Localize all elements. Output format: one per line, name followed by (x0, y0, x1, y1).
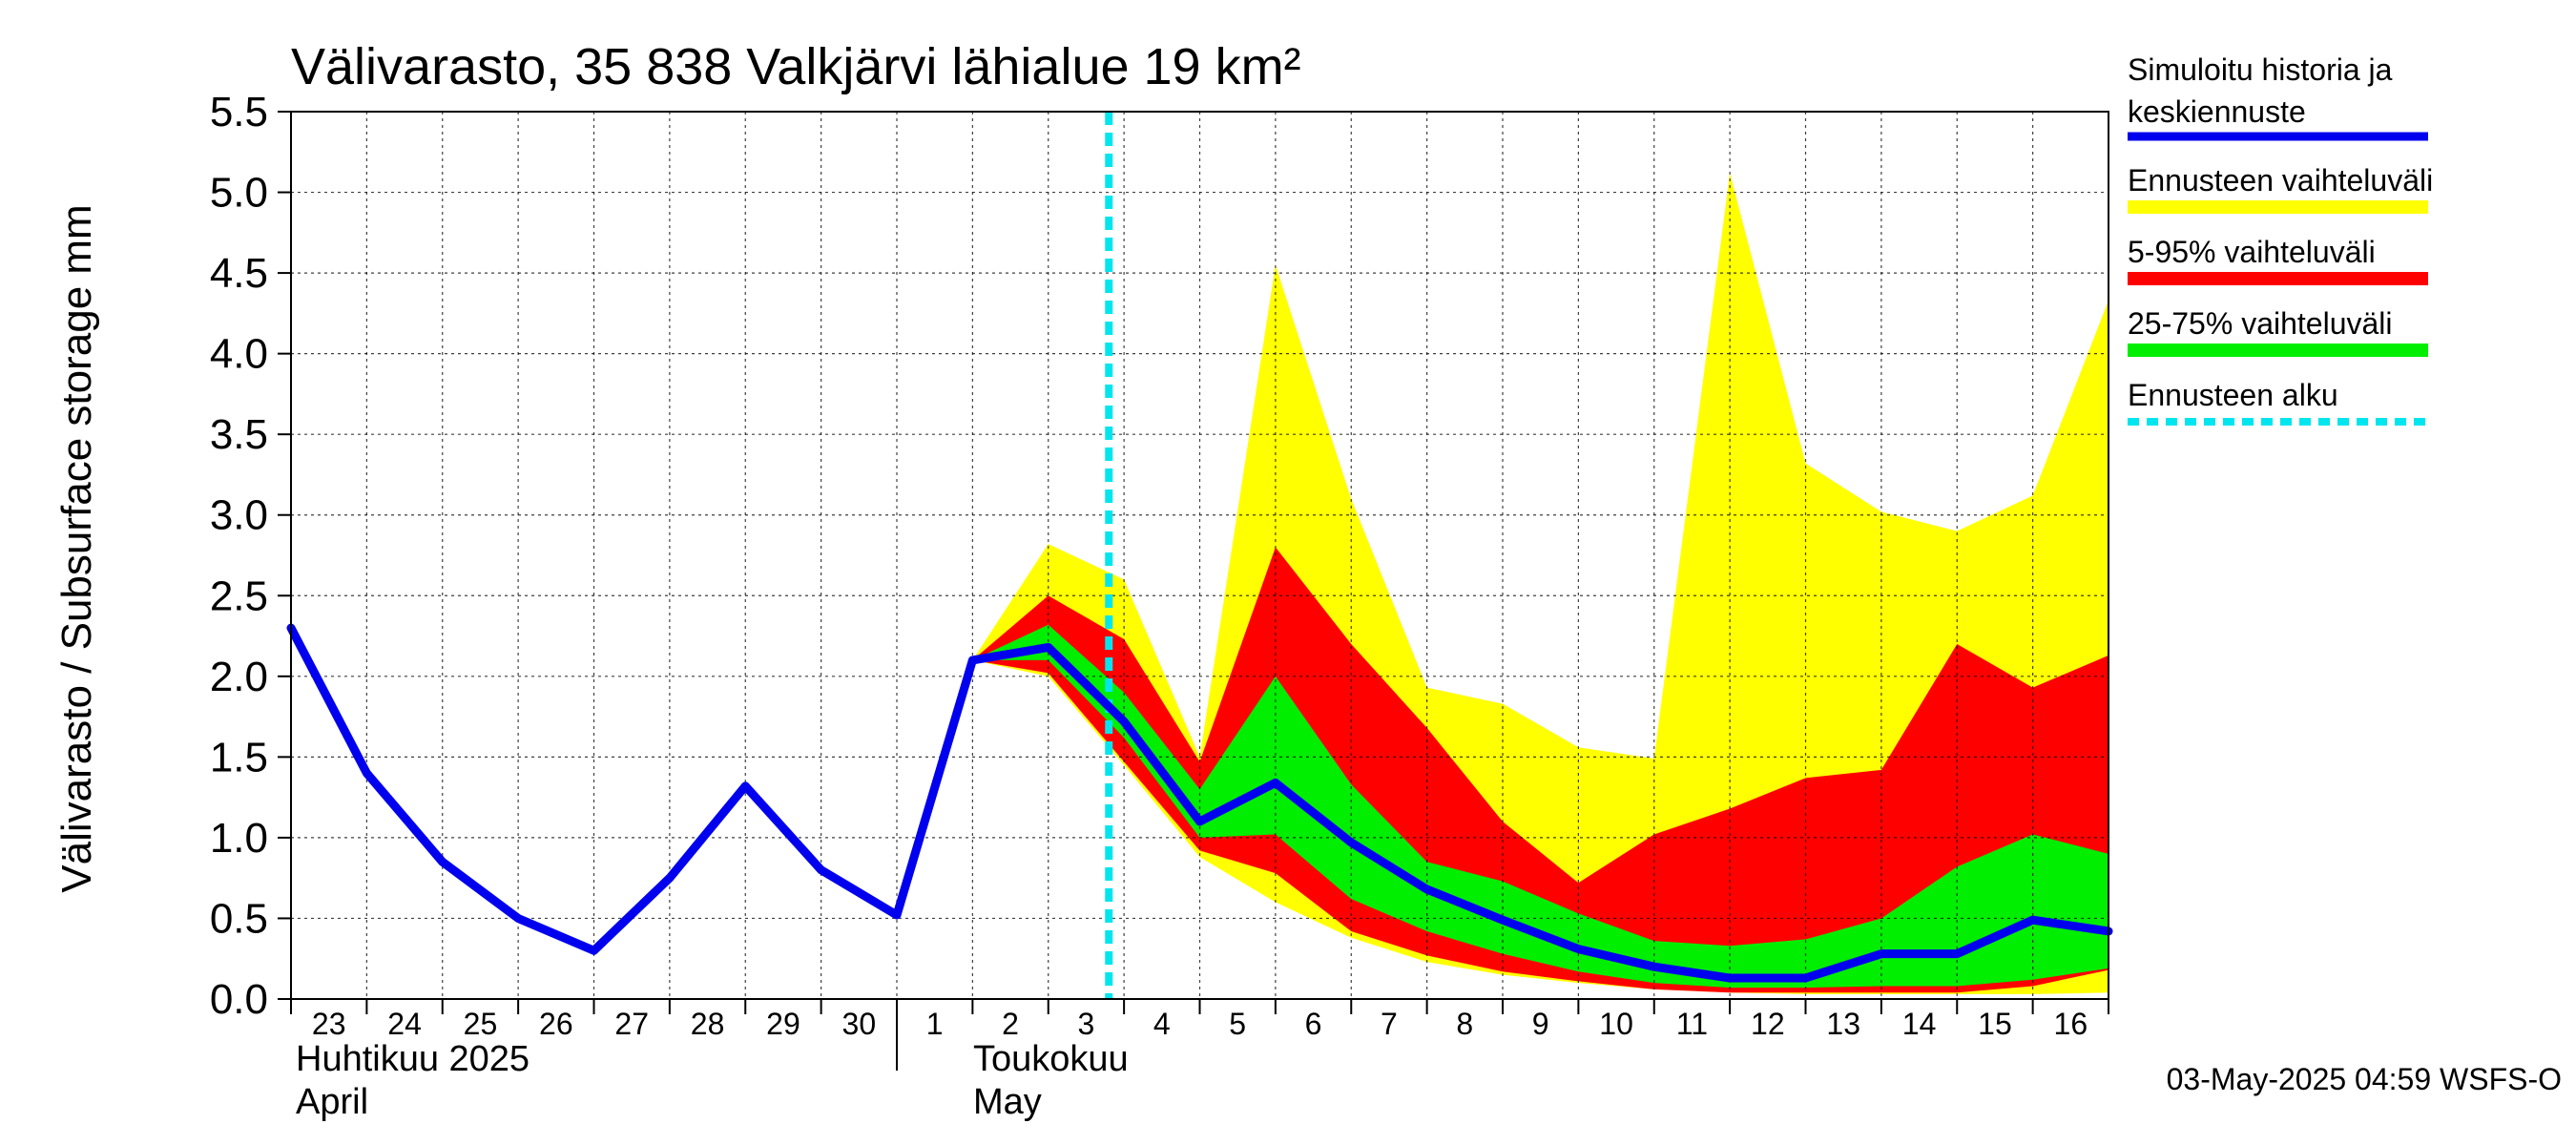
month-label-april-line2: April (296, 1082, 368, 1122)
x-tick-label: 7 (1381, 1007, 1398, 1041)
y-tick-label: 5.5 (210, 89, 268, 135)
band-1 (972, 547, 2109, 993)
x-tick-label: 9 (1532, 1007, 1549, 1041)
month-label-may-line1: Toukokuu (973, 1039, 1129, 1079)
x-tick-label: 12 (1751, 1007, 1785, 1041)
y-tick-label: 2.5 (210, 572, 268, 619)
x-tick-label: 13 (1826, 1007, 1860, 1041)
x-tick-label: 11 (1676, 1007, 1708, 1041)
x-tick-label: 10 (1599, 1007, 1633, 1041)
x-tick-label: 15 (1978, 1007, 2012, 1041)
x-tick-label: 24 (387, 1007, 422, 1041)
legend-label-5-95: 5-95% vaihteluväli (2128, 235, 2376, 269)
x-tick-label: 6 (1305, 1007, 1322, 1041)
month-label-april-line1: Huhtikuu 2025 (296, 1039, 530, 1079)
x-tick-label: 1 (926, 1007, 944, 1041)
x-tick-label: 27 (614, 1007, 649, 1041)
legend-label-forecast-start: Ennusteen alku (2128, 378, 2338, 412)
y-tick-label: 5.0 (210, 170, 268, 217)
x-tick-label: 29 (766, 1007, 800, 1041)
x-tick-label: 3 (1078, 1007, 1095, 1041)
x-axis: 23 24 25 26 27 28 29 30 1 2 3 4 5 6 7 8 9 10 11 12 13 14 15 16 (290, 999, 2109, 1071)
legend-label-simulated-1: Simuloitu historia ja (2128, 52, 2393, 87)
y-tick-label: 3.5 (210, 411, 268, 458)
x-tick-label: 4 (1153, 1007, 1171, 1041)
y-tick-label: 3.0 (210, 492, 268, 539)
x-tick-label: 16 (2054, 1007, 2088, 1041)
x-tick-label: 30 (842, 1007, 877, 1041)
y-tick-label: 2.0 (210, 654, 268, 700)
month-label-may-line2: May (973, 1082, 1042, 1122)
x-tick-label: 14 (1902, 1007, 1937, 1041)
y-tick-label: 1.5 (210, 734, 268, 781)
x-tick-label: 26 (539, 1007, 573, 1041)
band-2 (972, 624, 2109, 989)
y-tick-label: 4.0 (210, 331, 268, 378)
legend: Simuloitu historia ja keskiennuste Ennus… (2128, 52, 2433, 426)
x-tick-label: 28 (691, 1007, 725, 1041)
x-tick-label: 23 (312, 1007, 346, 1041)
y-axis-label: Välivarasto / Subsurface storage mm (53, 204, 100, 892)
legend-label-range: Ennusteen vaihteluväli (2128, 163, 2433, 198)
y-axis: 0.0 0.5 1.0 1.5 2.0 2.5 3.0 3.5 4.0 4.5 5.0 5.5 (210, 89, 291, 1023)
x-tick-label: 8 (1456, 1007, 1473, 1041)
y-tick-label: 1.0 (210, 815, 268, 862)
forecast-bands (972, 173, 2109, 994)
timestamp: 03-May-2025 04:59 WSFS-O (2167, 1062, 2562, 1096)
series-line-0 (286, 623, 2113, 983)
x-tick-label: 25 (464, 1007, 498, 1041)
x-tick-label: 5 (1229, 1007, 1246, 1041)
grid (291, 112, 2109, 999)
y-tick-label: 4.5 (210, 250, 268, 297)
series-lines (286, 623, 2113, 983)
legend-label-simulated-2: keskiennuste (2128, 94, 2306, 129)
y-tick-label: 0.5 (210, 895, 268, 942)
legend-label-25-75: 25-75% vaihteluväli (2128, 306, 2393, 341)
x-tick-label: 2 (1002, 1007, 1019, 1041)
chart-title: Välivarasto, 35 838 Valkjärvi lähialue 1… (291, 38, 1301, 95)
y-tick-label: 0.0 (210, 976, 268, 1023)
